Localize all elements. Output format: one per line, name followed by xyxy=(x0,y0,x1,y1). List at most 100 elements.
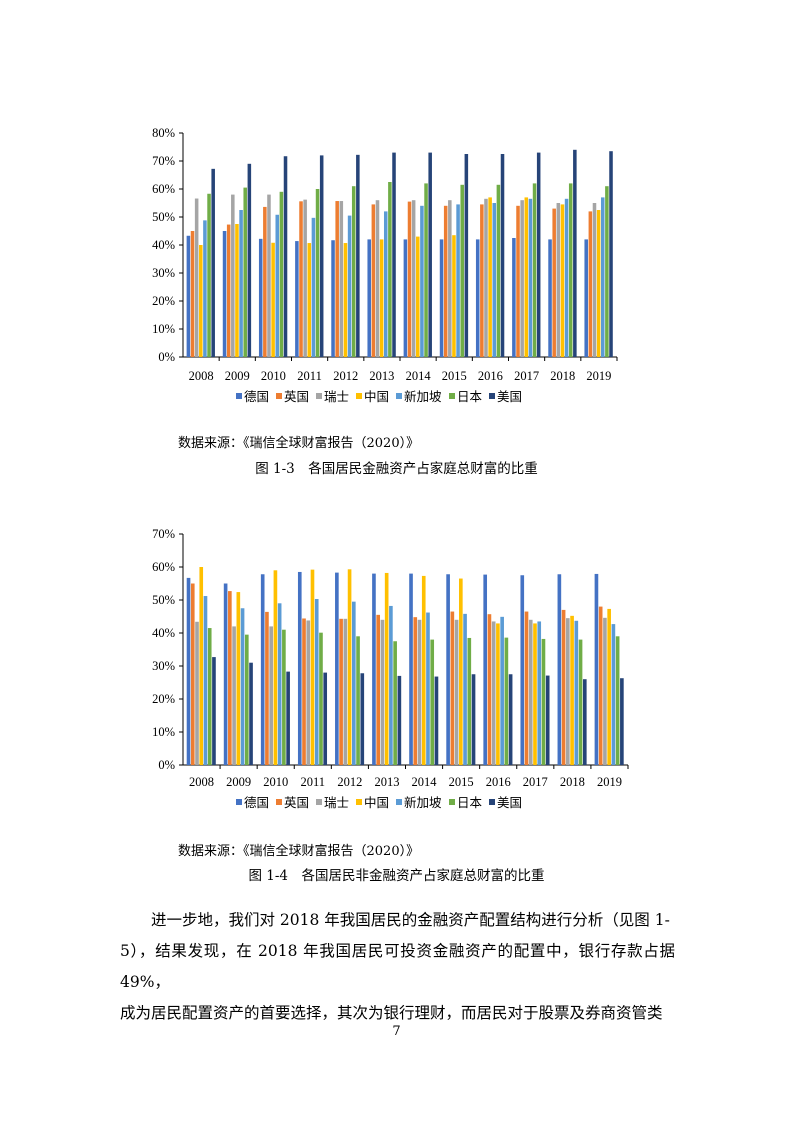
bar-美国 xyxy=(609,151,613,357)
bar-瑞士 xyxy=(267,194,271,357)
y-tick-label: 70% xyxy=(152,527,175,541)
bar-德国 xyxy=(295,241,299,357)
bar-新加坡 xyxy=(564,198,569,357)
page-number: 7 xyxy=(392,1024,401,1039)
bar-中国 xyxy=(421,575,426,765)
bar-中国 xyxy=(235,224,239,357)
y-tick-label: 50% xyxy=(152,593,175,607)
bar-新加坡 xyxy=(383,211,388,357)
bar-日本 xyxy=(244,634,249,765)
y-tick-label: 10% xyxy=(152,322,175,336)
bar-英国 xyxy=(299,201,303,357)
legend-label: 日本 xyxy=(457,796,483,810)
bar-英国 xyxy=(516,205,520,357)
bar-美国 xyxy=(500,154,505,357)
bar-日本 xyxy=(424,183,428,357)
bar-瑞士 xyxy=(411,200,416,357)
x-tick-label: 2009 xyxy=(225,369,250,383)
x-tick-label: 2018 xyxy=(560,775,585,789)
legend-label: 新加坡 xyxy=(404,795,442,810)
x-tick-label: 2013 xyxy=(369,369,394,383)
bar-美国 xyxy=(212,657,216,765)
bar-英国 xyxy=(263,206,267,357)
y-tick-label: 0% xyxy=(158,350,175,364)
chart-nonfinancial-assets-share: 0% 10% 20% 30% 40% 50% 60% 70% 2008 2009 2010 2011 2… xyxy=(152,527,629,810)
bar-日本 xyxy=(430,639,435,765)
bar-英国 xyxy=(265,611,269,765)
bar-英国 xyxy=(226,224,231,357)
bar-德国 xyxy=(403,239,408,357)
bar-德国 xyxy=(367,239,371,357)
legend-swatch xyxy=(396,799,402,805)
bar-新加坡 xyxy=(240,608,245,765)
bar-日本 xyxy=(504,637,509,765)
x-tick-label: 2014 xyxy=(406,369,432,383)
legend-swatch xyxy=(316,393,322,399)
bar-日本 xyxy=(315,189,320,357)
bar-英国 xyxy=(588,211,593,357)
bar-新加坡 xyxy=(239,210,243,357)
bar-瑞士 xyxy=(491,621,496,765)
legend-swatch xyxy=(276,393,282,399)
bar-美国 xyxy=(397,675,402,765)
bar-美国 xyxy=(323,672,328,765)
bar-美国 xyxy=(464,154,469,357)
bar-瑞士 xyxy=(592,203,597,357)
bar-新加坡 xyxy=(351,601,356,765)
legend-swatch xyxy=(449,799,455,805)
bar-德国 xyxy=(557,574,562,765)
bar-英国 xyxy=(228,591,232,765)
bar-中国 xyxy=(607,608,611,765)
bar-中国 xyxy=(236,592,241,765)
bar-瑞士 xyxy=(380,619,385,765)
bar-中国 xyxy=(347,569,352,765)
legend-label: 瑞士 xyxy=(324,796,349,810)
bar-英国 xyxy=(339,618,343,765)
bar-美国 xyxy=(392,152,396,357)
legend-swatch xyxy=(449,393,455,399)
bar-英国 xyxy=(552,208,556,357)
y-tick-label: 60% xyxy=(152,560,175,574)
bar-瑞士 xyxy=(194,198,199,357)
legend-label: 日本 xyxy=(457,390,483,404)
bar-瑞士 xyxy=(417,619,422,765)
bar-德国 xyxy=(446,574,450,765)
legend-swatch xyxy=(316,799,322,805)
bar-中国 xyxy=(379,239,384,357)
y-tick-label: 40% xyxy=(152,238,175,252)
y-tick-label: 60% xyxy=(152,182,175,196)
bar-美国 xyxy=(360,673,365,765)
bar-美国 xyxy=(508,674,513,765)
bar-德国 xyxy=(439,239,444,357)
bar-日本 xyxy=(568,183,573,357)
bar-英国 xyxy=(335,201,339,357)
x-tick-label: 2016 xyxy=(486,775,511,789)
bar-新加坡 xyxy=(537,621,542,765)
paragraph-line: 5），结果发现，在 2018 年我国居民可投资金融资产的配置中，银行存款占据 4… xyxy=(120,942,675,991)
bar-新加坡 xyxy=(311,217,316,357)
bar-德国 xyxy=(258,238,263,357)
y-tick-label: 10% xyxy=(152,725,175,739)
bar-美国 xyxy=(356,154,360,357)
bar-美国 xyxy=(545,675,550,765)
bar-英国 xyxy=(561,609,566,765)
bar-中国 xyxy=(459,578,463,765)
bar-德国 xyxy=(512,238,516,357)
bar-中国 xyxy=(560,204,565,357)
bar-瑞士 xyxy=(520,200,524,357)
figure-1-4-source: 数据来源：《瑞信全球财富报告（2020）》 xyxy=(178,844,420,859)
legend-swatch xyxy=(276,799,282,805)
bar-瑞士 xyxy=(195,621,199,765)
x-tick-label: 2008 xyxy=(189,369,214,383)
bar-日本 xyxy=(243,187,247,357)
bar-英国 xyxy=(443,205,448,357)
bar-英国 xyxy=(480,204,484,357)
bar-德国 xyxy=(335,572,339,765)
x-tick-label: 2019 xyxy=(597,775,622,789)
bar-美国 xyxy=(582,679,587,765)
bar-中国 xyxy=(570,615,574,765)
bar-新加坡 xyxy=(420,205,424,357)
bar-日本 xyxy=(207,628,212,765)
y-tick-label: 70% xyxy=(152,154,175,168)
